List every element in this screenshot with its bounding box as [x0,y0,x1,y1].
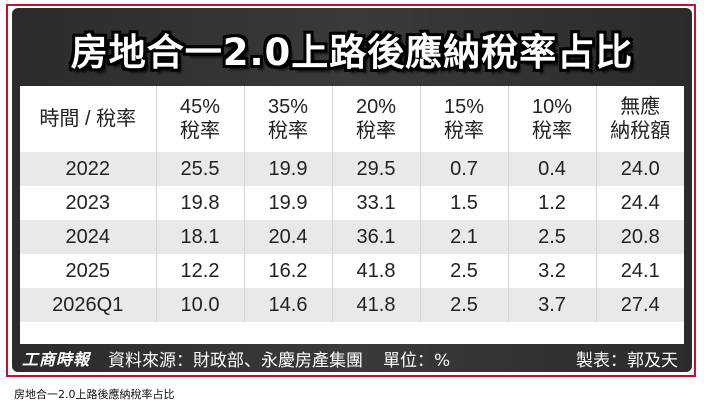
table-cell: 0.4 [507,152,596,186]
header-line: 20% [355,96,397,118]
table-row: 2025 12.2 16.2 41.8 2.5 3.2 24.1 [20,254,684,288]
header-no-tax: 無應 納稅額 [595,86,684,152]
table-cell: 2.5 [419,254,508,288]
table-cell: 24.0 [595,152,684,186]
image-caption: 房地合一2.0上路後應納稅率占比 [14,388,175,401]
table-cell: 41.8 [331,254,420,288]
table-cell: 2.5 [507,220,596,254]
table-cell: 14.6 [243,288,332,322]
header-line: 10% [531,96,573,118]
header-line: 35% [267,96,309,118]
header-line: 無應 [620,96,661,118]
header-line: 納稅額 [610,120,671,142]
table-cell: 2.5 [419,288,508,322]
newspaper-logo: 工商時報 [22,350,91,369]
table-cell-year: 2026Q1 [20,288,156,322]
table-row: 2022 25.5 19.9 29.5 0.7 0.4 24.0 [20,152,684,186]
table-cell: 29.5 [331,152,420,186]
table-cell: 16.2 [243,254,332,288]
tax-rate-table: 時間 / 稅率 45% 稅率 35% 稅率 20% 稅率 15% 稅率 10% 稅率 無應… [20,86,684,322]
header-line: 15% [443,96,485,118]
infographic: 房地合一2.0上路後應納稅率占比 時間 / 稅率 45% 稅率 35% 稅率 20%… [12,8,692,372]
table-row: 2026Q1 10.0 14.6 41.8 2.5 3.7 27.4 [20,288,684,322]
table-panel: 時間 / 稅率 45% 稅率 35% 稅率 20% 稅率 15% 稅率 10% 稅率 無應… [20,86,684,344]
table-cell: 41.8 [331,288,420,322]
table-cell: 0.7 [419,152,508,186]
header-rate-35: 35% 稅率 [243,86,332,152]
data-source: 資料來源：財政部、永慶房產集團 [108,350,364,371]
header-time-rate: 時間 / 稅率 [20,86,156,152]
table-cell-year: 2024 [20,220,156,254]
table-cell: 3.7 [507,288,596,322]
table-cell: 10.0 [155,288,244,322]
table-row: 2023 19.8 19.9 33.1 1.5 1.2 24.4 [20,186,684,220]
table-cell: 20.8 [595,220,684,254]
table-cell: 12.2 [155,254,244,288]
table-cell-year: 2022 [20,152,156,186]
header-line: 稅率 [532,120,572,142]
table-cell: 27.4 [595,288,684,322]
table-cell-year: 2023 [20,186,156,220]
header-rate-20: 20% 稅率 [331,86,420,152]
table-cell-year: 2025 [20,254,156,288]
header-rate-10: 10% 稅率 [507,86,596,152]
table-cell: 25.5 [155,152,244,186]
header-rate-15: 15% 稅率 [419,86,508,152]
header-line: 稅率 [180,120,220,142]
table-cell: 3.2 [507,254,596,288]
table-cell: 19.9 [243,152,332,186]
header-line: 稅率 [356,120,396,142]
table-cell: 20.4 [243,220,332,254]
table-cell: 1.5 [419,186,508,220]
table-cell: 1.2 [507,186,596,220]
header-line: 時間 / 稅率 [39,108,137,130]
unit-label: 單位：% [383,350,451,371]
table-cell: 18.1 [155,220,244,254]
table-row: 2024 18.1 20.4 36.1 2.1 2.5 20.8 [20,220,684,254]
table-cell: 24.1 [595,254,684,288]
chart-maker: 製表：郭及天 [576,350,678,371]
header-line: 稅率 [444,120,484,142]
table-cell: 19.9 [243,186,332,220]
infographic-footer: 工商時報 資料來源：財政部、永慶房產集團 單位：% 製表：郭及天 [12,344,692,372]
table-cell: 33.1 [331,186,420,220]
table-cell: 36.1 [331,220,420,254]
table-cell: 2.1 [419,220,508,254]
header-rate-45: 45% 稅率 [155,86,244,152]
table-header-row: 時間 / 稅率 45% 稅率 35% 稅率 20% 稅率 15% 稅率 10% 稅率 無應… [20,86,684,152]
header-line: 45% [179,96,221,118]
header-line: 稅率 [268,120,308,142]
table-cell: 19.8 [155,186,244,220]
infographic-title: 房地合一2.0上路後應納稅率占比 [70,31,634,74]
table-cell: 24.4 [595,186,684,220]
